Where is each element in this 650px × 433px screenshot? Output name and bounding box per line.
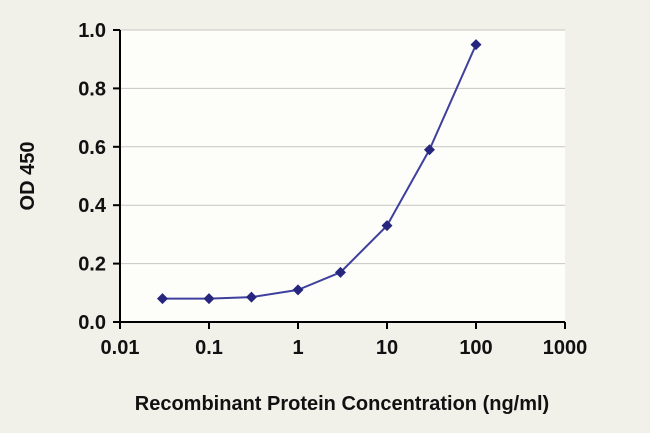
- data-point-marker: [423, 144, 435, 156]
- data-point-marker: [156, 293, 168, 305]
- x-tick-label: 1000: [543, 337, 588, 359]
- x-tick-label: 0.01: [101, 337, 140, 359]
- y-tick-label: 0.4: [78, 195, 107, 217]
- x-tick-label: 100: [459, 337, 492, 359]
- y-tick-label: 0.8: [78, 78, 106, 100]
- data-point-marker: [470, 39, 482, 51]
- plot-area: [120, 30, 565, 322]
- x-tick-label: 0.1: [195, 337, 223, 359]
- y-tick-label: 0.2: [78, 254, 106, 276]
- data-point-marker: [334, 266, 346, 278]
- y-tick-labels: 0.0 0.2 0.4 0.6 0.8 1.0: [78, 20, 107, 334]
- y-tick-label: 1.0: [78, 20, 106, 42]
- data-point-marker: [292, 284, 304, 296]
- y-tick-label: 0.0: [78, 312, 106, 334]
- data-series: [156, 39, 482, 305]
- x-tick-label: 1: [292, 337, 303, 359]
- y-axis-title: OD 450: [17, 142, 39, 211]
- x-tick-label: 10: [376, 337, 398, 359]
- axes: [119, 30, 565, 323]
- x-tick-labels: 0.01 0.1 1 10 100 1000: [101, 337, 588, 359]
- data-point-marker: [381, 220, 393, 232]
- data-point-marker: [245, 291, 257, 303]
- x-axis-title: Recombinant Protein Concentration (ng/ml…: [135, 393, 549, 415]
- data-point-marker: [203, 293, 215, 305]
- data-line: [162, 44, 477, 300]
- gridlines: [120, 29, 565, 265]
- y-tick-label: 0.6: [78, 137, 106, 159]
- tick-marks: [113, 29, 566, 329]
